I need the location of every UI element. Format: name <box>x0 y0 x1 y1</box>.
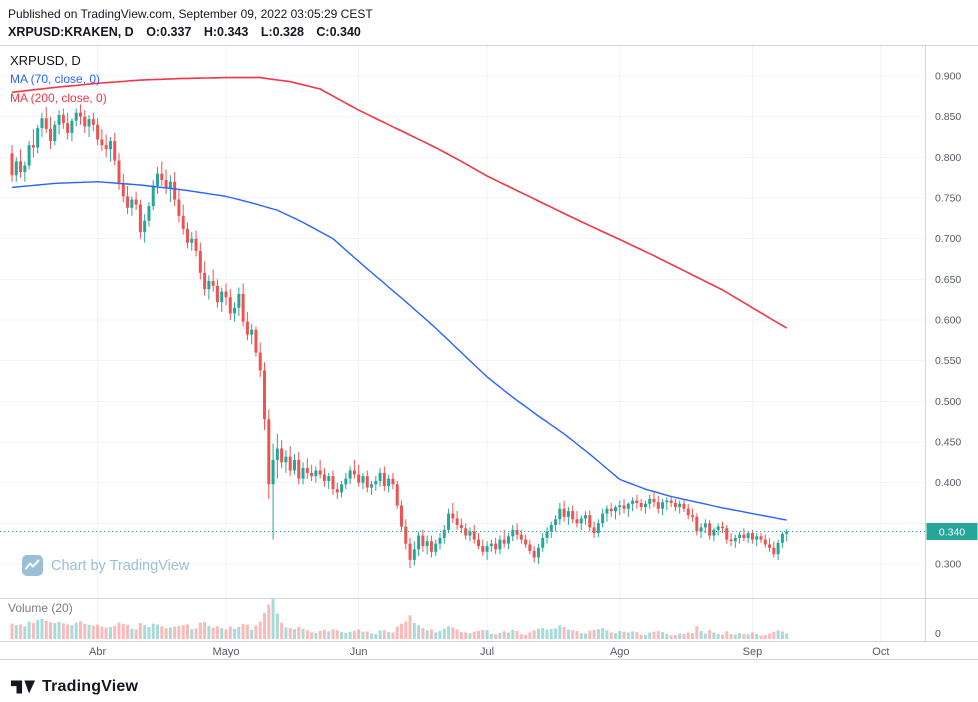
high-readout: H:0.343 <box>204 25 248 39</box>
svg-text:Oct: Oct <box>872 646 889 658</box>
symbol-ohlc-line: XRPUSD:KRAKEN, D O:0.337 H:0.343 L:0.328… <box>8 25 361 39</box>
low-label: L: <box>260 25 273 39</box>
svg-text:Jun: Jun <box>350 646 368 658</box>
legend-symbol: XRPUSD, D <box>10 53 81 68</box>
svg-text:0.850: 0.850 <box>935 111 961 123</box>
low-value: 0.328 <box>272 25 304 39</box>
footer: TradingView <box>10 675 138 699</box>
tradingview-logo-icon[interactable] <box>10 677 36 697</box>
svg-text:Sep: Sep <box>743 646 763 658</box>
tradingview-wordmark[interactable]: TradingView <box>42 678 139 695</box>
svg-text:Abr: Abr <box>89 646 106 658</box>
volume-bars <box>10 599 789 639</box>
svg-text:Mayo: Mayo <box>213 646 240 658</box>
svg-text:0: 0 <box>935 628 941 640</box>
svg-text:0.800: 0.800 <box>935 152 961 164</box>
legend-ma70-label: MA (70, close, 0) <box>10 72 101 86</box>
svg-text:0.450: 0.450 <box>935 437 961 449</box>
last-price-badge: 0.340 <box>926 522 978 540</box>
tradingview-watermark-icon <box>22 555 43 576</box>
close-label: C: <box>316 25 330 39</box>
chart-svg[interactable]: 0.900 0.850 0.800 0.750 0.700 0.650 0.600 0.550… <box>0 46 978 661</box>
svg-text:0.900: 0.900 <box>935 71 961 83</box>
close-readout: C:0.340 <box>316 25 360 39</box>
svg-text:0.650: 0.650 <box>935 274 961 286</box>
svg-text:0.400: 0.400 <box>935 477 961 489</box>
ma200-line <box>11 76 788 329</box>
svg-text:0.340: 0.340 <box>939 526 965 538</box>
svg-text:0.300: 0.300 <box>935 559 961 571</box>
symbol-name: XRPUSD:KRAKEN, D <box>8 25 134 39</box>
grid-lines <box>0 46 925 641</box>
price-scale[interactable]: 0.900 0.850 0.800 0.750 0.700 0.650 0.600 0.550… <box>935 71 961 641</box>
svg-text:0.500: 0.500 <box>935 396 961 408</box>
header: Published on TradingView.com, September … <box>0 0 978 46</box>
close-value: 0.340 <box>329 25 361 39</box>
chart-legend: XRPUSD, D MA (70, close, 0) MA (200, clo… <box>10 51 107 108</box>
open-value: 0.337 <box>160 25 192 39</box>
svg-text:0.550: 0.550 <box>935 355 961 367</box>
legend-ma200-label: MA (200, close, 0) <box>10 91 107 105</box>
open-label: O: <box>146 25 161 39</box>
high-label: H: <box>203 25 218 39</box>
pane-borders <box>0 46 978 660</box>
ma70-line <box>11 181 787 521</box>
candlestick-series <box>10 104 789 569</box>
svg-text:0.750: 0.750 <box>935 193 961 205</box>
svg-text:Ago: Ago <box>610 646 630 658</box>
volume-pane-label: Volume (20) <box>8 601 73 615</box>
time-scale[interactable]: Abr Mayo Jun Jul Ago Sep Oct <box>89 646 889 658</box>
svg-text:0.600: 0.600 <box>935 315 961 327</box>
low-readout: L:0.328 <box>261 25 304 39</box>
watermark-label: Chart by TradingView <box>51 557 190 574</box>
svg-text:0.700: 0.700 <box>935 233 961 245</box>
high-value: 0.343 <box>217 25 249 39</box>
svg-text:Jul: Jul <box>480 646 494 658</box>
published-line: Published on TradingView.com, September … <box>8 7 373 21</box>
open-readout: O:0.337 <box>146 25 191 39</box>
tradingview-watermark[interactable]: Chart by TradingView <box>22 555 189 576</box>
